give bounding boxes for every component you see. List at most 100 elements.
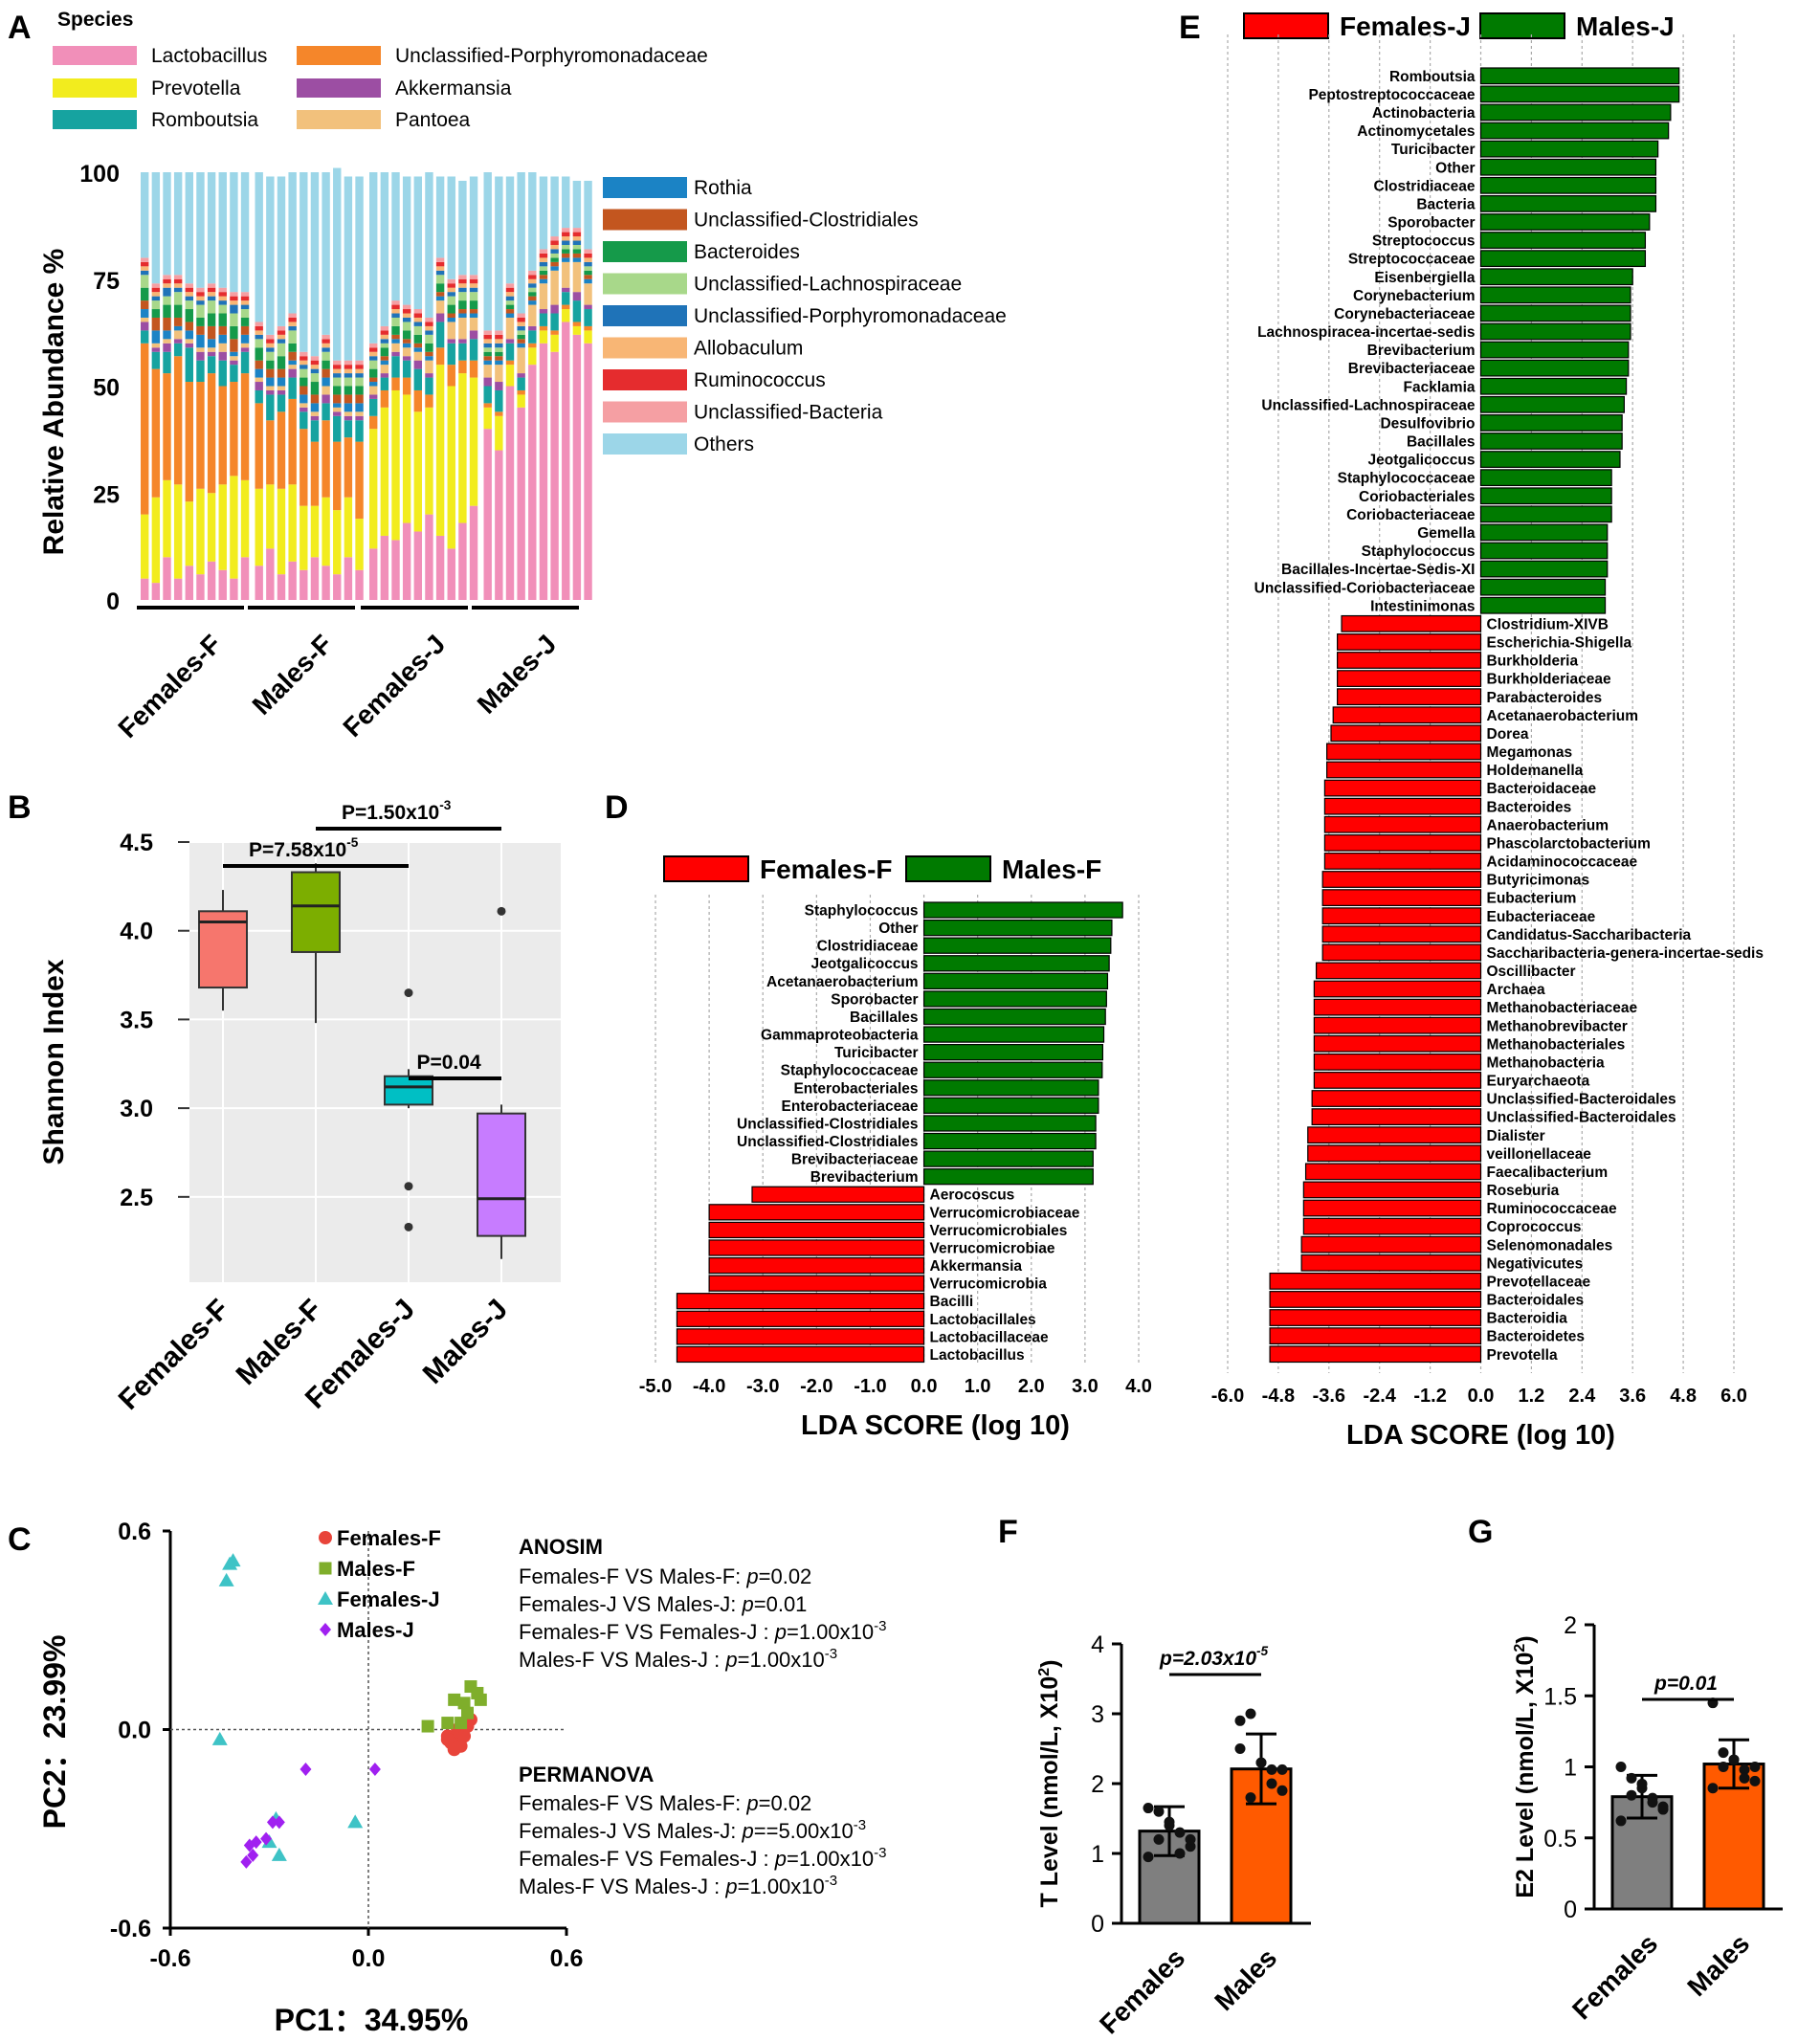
panelG-y-axis-label: E2 Level (nmol/L, X102) bbox=[1512, 1635, 1539, 1897]
bar-sample-6-unc_bacteria bbox=[196, 287, 205, 293]
bar-sample-27-pantoea bbox=[435, 300, 445, 314]
bar-sample-37-romboutsia bbox=[550, 313, 559, 331]
panelG-sig-label: p=0.01 bbox=[1654, 1673, 1718, 1695]
bar-sample-29-lactobacillus bbox=[458, 522, 467, 600]
panelE-bar-5 bbox=[1479, 140, 1659, 158]
panelD-bar-9 bbox=[922, 1044, 1104, 1061]
panel-label-d: D bbox=[605, 789, 629, 826]
bar-sample-5-rothia bbox=[185, 330, 193, 340]
bar-sample-32-unc_clostridiales bbox=[495, 356, 503, 361]
panelE-bar-label-6: Other bbox=[1435, 160, 1475, 176]
panelD-bar-13 bbox=[922, 1115, 1097, 1132]
bar-sample-40-allobaculum bbox=[584, 257, 592, 262]
legend-swatch-unc_lachno bbox=[603, 273, 687, 295]
panelE-bar-label-70: Bacteroidetes bbox=[1487, 1329, 1586, 1345]
bar-sample-17-others bbox=[322, 172, 330, 335]
panelE-bar-8 bbox=[1479, 194, 1657, 212]
permanova-row-text: Females-F VS Females-J : bbox=[519, 1847, 775, 1871]
bar-sample-25-pantoea bbox=[413, 351, 422, 361]
panelF-y-tick-1: 0 bbox=[1091, 1911, 1104, 1938]
permanova-row-p: p bbox=[724, 1875, 737, 1898]
b-y-tick-4: 4.0 bbox=[120, 919, 153, 945]
bar-sample-29-pantoea bbox=[458, 317, 467, 340]
permanova-row-p: p bbox=[774, 1847, 787, 1871]
panelE-bar-38 bbox=[1325, 743, 1482, 761]
bar-sample-26-others bbox=[425, 172, 433, 318]
bar-sample-21-lactobacillus bbox=[369, 548, 378, 600]
bar-sample-28-romboutsia bbox=[447, 343, 455, 366]
bar-sample-8-unc_bacteria bbox=[218, 287, 227, 293]
bar-sample-18-prevotella bbox=[333, 510, 342, 575]
c-point-Males-J-3 bbox=[273, 1815, 285, 1830]
bar-sample-18-unc_porphyro2 bbox=[333, 373, 342, 378]
anosim-row-text: Females-F VS Males-F: bbox=[519, 1564, 746, 1588]
bar-sample-20-allobaculum bbox=[355, 368, 364, 374]
bar-sample-11-prevotella bbox=[255, 488, 263, 566]
bar-sample-2-unc_clostridiales bbox=[151, 317, 161, 331]
bar-sample-16-akkermansia bbox=[310, 415, 320, 421]
bar-sample-29-allobaculum bbox=[458, 283, 467, 288]
panelE-bar-24 bbox=[1479, 487, 1612, 505]
bar-sample-9-unc_clostridiales bbox=[230, 339, 238, 352]
bar-sample-11-lactobacillus bbox=[255, 566, 263, 600]
bar-sample-2-lactobacillus bbox=[151, 583, 161, 600]
panelD-bar-8 bbox=[922, 1026, 1105, 1043]
bar-sample-15-others bbox=[300, 172, 308, 352]
bar-sample-36-akkermansia bbox=[539, 309, 548, 314]
abundance-bars bbox=[141, 167, 592, 600]
bar-sample-3-unc_clostridiales bbox=[163, 317, 171, 331]
panelE-bar-label-11: Streptococcaceae bbox=[1348, 252, 1476, 268]
legend-swatch-unc_porphyro bbox=[297, 46, 381, 65]
b-sig-label-1: P=7.58x10-5 bbox=[249, 835, 359, 861]
b-box-1 bbox=[198, 910, 248, 989]
permanova-row-exp: -3 bbox=[825, 1873, 837, 1889]
panelD-bar-25 bbox=[676, 1328, 925, 1345]
bar-sample-37-akkermansia bbox=[550, 304, 559, 314]
bar-sample-10-romboutsia bbox=[240, 351, 250, 374]
bar-sample-40-rothia bbox=[584, 278, 592, 284]
bar-sample-9-akkermansia bbox=[230, 360, 238, 366]
bar-sample-3-lactobacillus bbox=[163, 557, 171, 600]
bar-sample-33-prevotella bbox=[505, 365, 515, 387]
panelE-bar-label-46: Eubacterium bbox=[1487, 891, 1577, 907]
panelE-bar-60 bbox=[1307, 1144, 1482, 1163]
bar-sample-19-allobaculum bbox=[344, 368, 353, 374]
bar-sample-13-unc_porphyro bbox=[277, 411, 286, 489]
panelD-x-tick-1: -5.0 bbox=[639, 1376, 672, 1397]
bar-sample-40-bacteroides bbox=[584, 270, 592, 276]
c-y-tick-2: 0.0 bbox=[118, 1718, 151, 1744]
bar-sample-5-akkermansia bbox=[185, 343, 193, 348]
panelG-dot-2-9 bbox=[1739, 1772, 1750, 1784]
panelE-bar-4 bbox=[1479, 122, 1670, 140]
b-y-tick-3.5: 3.5 bbox=[120, 1007, 153, 1033]
bar-sample-16-lactobacillus bbox=[310, 557, 320, 600]
bar-sample-29-bacteroides bbox=[458, 300, 467, 310]
bar-sample-1-romboutsia bbox=[141, 330, 149, 344]
bar-sample-28-allobaculum bbox=[447, 287, 455, 293]
bar-sample-37-rothia bbox=[550, 266, 559, 271]
bar-sample-17-prevotella bbox=[322, 497, 330, 566]
bar-sample-11-pantoea bbox=[255, 377, 263, 383]
legend-swatch-unc_porphyro2 bbox=[603, 305, 687, 326]
bar-sample-40-ruminococcus bbox=[584, 253, 592, 258]
b-sig-label-1-exp: -5 bbox=[346, 835, 359, 850]
bar-sample-8-others bbox=[218, 172, 227, 288]
panelE-bar-label-7: Clostridiaceae bbox=[1374, 178, 1476, 194]
panelF-dot-2-1 bbox=[1234, 1715, 1246, 1726]
bar-sample-4-bacteroides bbox=[173, 304, 183, 318]
bar-sample-2-pantoea bbox=[151, 343, 161, 348]
bar-sample-3-prevotella bbox=[163, 479, 171, 558]
bar-sample-5-unc_bacteria bbox=[185, 283, 193, 288]
bar-sample-15-unc_porphyro2 bbox=[300, 365, 308, 369]
anosim-title: ANOSIM bbox=[519, 1535, 603, 1559]
bar-sample-3-unc_bacteria bbox=[163, 275, 171, 279]
bar-sample-20-pantoea bbox=[355, 411, 364, 416]
bar-sample-25-bacteroides bbox=[413, 334, 422, 344]
panelE-bar-16 bbox=[1479, 341, 1630, 359]
panelG-dot-1-7 bbox=[1626, 1789, 1637, 1801]
bar-sample-24-unc_porphyro2 bbox=[402, 317, 411, 322]
panelE-bar-53 bbox=[1313, 1016, 1482, 1034]
panelE-bar-label-31: Clostridium-XIVB bbox=[1487, 616, 1609, 632]
bar-sample-9-unc_bacteria bbox=[230, 292, 238, 297]
panelD-bar-5 bbox=[922, 972, 1109, 989]
